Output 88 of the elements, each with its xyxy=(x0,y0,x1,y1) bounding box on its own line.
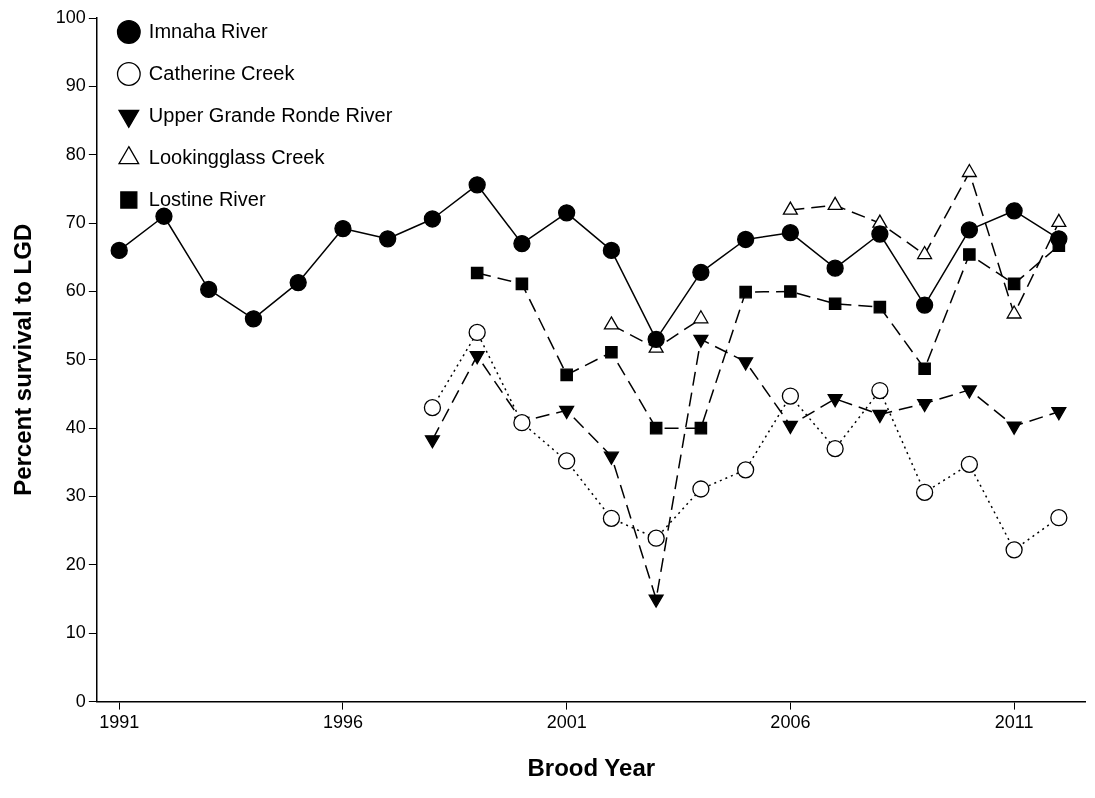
point xyxy=(826,259,844,277)
point xyxy=(784,285,797,298)
point xyxy=(200,280,218,299)
point xyxy=(826,440,844,458)
y-tick-label: 50 xyxy=(65,348,86,369)
point xyxy=(244,310,263,328)
point xyxy=(649,421,663,435)
point xyxy=(602,241,621,260)
y-tick-label: 90 xyxy=(65,75,86,96)
point xyxy=(827,394,843,408)
point xyxy=(1006,421,1022,435)
x-tick-label: 2011 xyxy=(994,712,1034,733)
y-tick-label: 0 xyxy=(75,690,86,711)
point xyxy=(559,405,575,420)
point xyxy=(558,204,576,222)
point xyxy=(603,451,619,465)
point xyxy=(605,345,618,359)
point xyxy=(963,248,976,261)
point xyxy=(110,241,128,260)
point xyxy=(827,196,843,210)
point xyxy=(828,297,842,311)
point xyxy=(693,310,709,324)
point xyxy=(736,461,755,479)
y-tick-label: 60 xyxy=(65,280,86,301)
point xyxy=(782,201,798,215)
point xyxy=(961,385,977,399)
point xyxy=(872,409,888,424)
point xyxy=(470,266,484,280)
point xyxy=(873,300,887,314)
y-tick-label: 40 xyxy=(65,417,86,438)
point xyxy=(513,234,531,253)
point xyxy=(1005,541,1023,559)
point xyxy=(739,285,752,299)
legend-label: Catherine Creek xyxy=(148,61,296,84)
point xyxy=(871,381,889,400)
point xyxy=(1005,202,1023,220)
x-tick-label: 1991 xyxy=(99,712,140,733)
point xyxy=(1007,277,1021,291)
point xyxy=(736,230,755,249)
point xyxy=(871,225,889,243)
point xyxy=(647,529,665,547)
y-tick-label: 20 xyxy=(65,553,86,574)
point xyxy=(915,296,934,314)
point xyxy=(289,273,307,292)
point xyxy=(423,210,442,228)
point xyxy=(692,480,710,498)
point xyxy=(560,368,573,382)
point xyxy=(468,176,486,194)
point xyxy=(694,421,708,435)
y-axis-title: Percent survival to LGD xyxy=(9,223,37,496)
point xyxy=(738,357,754,371)
x-tick-label: 1996 xyxy=(322,712,363,733)
x-tick-label: 2001 xyxy=(546,712,587,733)
point xyxy=(917,398,933,413)
point xyxy=(915,483,934,502)
point xyxy=(1051,407,1067,421)
y-tick-label: 10 xyxy=(65,622,86,643)
point xyxy=(960,221,979,239)
point xyxy=(468,323,486,342)
point xyxy=(155,207,173,225)
y-tick-label: 70 xyxy=(65,212,86,233)
point xyxy=(424,435,440,449)
x-axis-title: Brood Year xyxy=(527,754,656,782)
point xyxy=(693,334,709,348)
y-tick-label: 80 xyxy=(65,143,86,164)
point xyxy=(602,509,621,528)
point xyxy=(334,219,352,238)
point xyxy=(960,455,979,474)
point xyxy=(1051,213,1067,228)
point xyxy=(781,387,800,405)
point xyxy=(647,330,665,348)
legend-label: Lostine River xyxy=(148,187,266,210)
point xyxy=(781,224,800,242)
point xyxy=(961,163,977,178)
x-tick-label: 2006 xyxy=(770,712,811,733)
legend-label: Imnaha River xyxy=(148,19,269,42)
point xyxy=(917,245,933,260)
point xyxy=(648,594,664,608)
point xyxy=(918,362,931,375)
point xyxy=(558,452,576,470)
y-tick-label: 30 xyxy=(65,485,86,506)
y-tick-label: 100 xyxy=(55,6,86,27)
point xyxy=(692,263,710,281)
legend-label: Lookingglass Creek xyxy=(148,145,326,168)
legend-label: Upper Grande Ronde River xyxy=(148,103,393,126)
point xyxy=(782,420,798,435)
point xyxy=(515,277,529,291)
point xyxy=(379,230,397,248)
